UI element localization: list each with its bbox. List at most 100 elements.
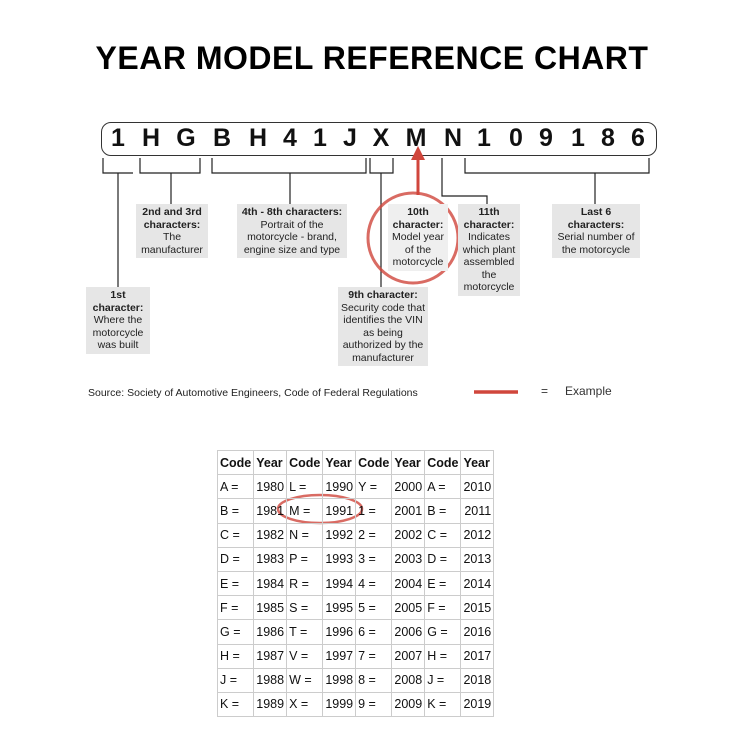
label-tenth: 10th character: Model year of the motorcy… [388, 204, 448, 271]
column-header: Year [253, 449, 288, 476]
table-row: J = 1988 W = 1998 8 = 2008 J = 2018 [216, 667, 495, 693]
vin-char: H [248, 124, 268, 152]
year-cell: 1983 [253, 546, 288, 572]
code-cell: E = [216, 570, 255, 597]
vin-char: 1 [477, 124, 491, 152]
year-cell: 1995 [322, 595, 357, 621]
code-cell: 6 = [355, 619, 393, 645]
code-cell: A = [424, 474, 462, 500]
column-header: Code [216, 449, 255, 476]
year-cell: 1988 [253, 667, 288, 693]
vin-char: H [141, 124, 161, 152]
vin-char: X [372, 124, 390, 152]
code-cell: J = [424, 667, 462, 693]
year-cell: 2019 [460, 691, 495, 718]
label-eleventh: 11th character: Indicates which plant ass… [458, 204, 520, 296]
code-cell: A = [216, 474, 255, 500]
code-cell: B = [424, 498, 462, 524]
year-cell: 2016 [460, 619, 495, 645]
arrow-head [411, 146, 425, 160]
year-cell: 1981 [253, 498, 288, 524]
code-cell: P = [286, 546, 324, 572]
code-cell: D = [216, 546, 255, 572]
year-cell: 1997 [322, 643, 357, 669]
bracket-eleventh [441, 158, 488, 205]
label-ninth: 9th character: Security code that identif… [338, 287, 428, 366]
code-cell: B = [216, 498, 255, 524]
source-note: Source: Society of Automotive Engineers,… [88, 387, 418, 399]
code-cell: L = [286, 474, 324, 500]
year-cell: 2018 [460, 667, 495, 693]
year-cell: 2010 [460, 474, 495, 500]
table-row: H = 1987 V = 1997 7 = 2007 H = 2017 [216, 643, 495, 669]
table-row: D = 1983 P = 1993 3 = 2003 D = 2013 [216, 546, 495, 572]
year-cell: 1996 [322, 619, 357, 645]
code-cell: K = [216, 691, 255, 718]
label-second-third: 2nd and 3rd characters: The manufacturer [136, 204, 208, 258]
code-cell: V = [286, 643, 324, 669]
year-cell: 1999 [322, 691, 357, 718]
year-cell: 1991 [322, 498, 357, 524]
code-cell: 7 = [355, 643, 393, 669]
code-cell: S = [286, 595, 324, 621]
year-cell: 2011 [460, 498, 495, 524]
code-cell: N = [286, 522, 324, 548]
code-cell: 3 = [355, 546, 393, 572]
year-cell: 2012 [460, 522, 495, 548]
code-cell: 4 = [355, 570, 393, 597]
vin-char: 4 [283, 124, 297, 152]
column-header: Code [424, 449, 462, 476]
year-cell: 2001 [391, 498, 426, 524]
table-header-row: Code Year Code Year Code Year Code Year [216, 449, 495, 476]
year-cell: 2004 [391, 570, 426, 597]
legend-equals: = [541, 384, 549, 398]
vin-char: 1 [111, 124, 125, 152]
year-cell: 1982 [253, 522, 288, 548]
table-row: K = 1989 X = 1999 9 = 2009 K = 2019 [216, 691, 495, 718]
year-cell: 1994 [322, 570, 357, 597]
year-cell: 1993 [322, 546, 357, 572]
column-header: Code [355, 449, 393, 476]
label-fourth-eighth: 4th - 8th characters: Portrait of the mot… [237, 204, 347, 258]
code-cell: T = [286, 619, 324, 645]
year-cell: 2006 [391, 619, 426, 645]
bracket-first [102, 158, 133, 287]
year-cell: 1986 [253, 619, 288, 645]
code-cell: 1 = [355, 498, 393, 524]
code-cell: 9 = [355, 691, 393, 718]
label-first: 1st character: Where the motorcycle was b… [86, 287, 150, 354]
vin-char: 1 [313, 124, 327, 152]
year-cell: 2002 [391, 522, 426, 548]
code-cell: Y = [355, 474, 393, 500]
column-header: Year [460, 449, 495, 476]
vin-char: 9 [539, 124, 553, 152]
code-cell: W = [286, 667, 324, 693]
code-cell: G = [216, 619, 255, 645]
code-cell: F = [216, 595, 255, 621]
year-cell: 2005 [391, 595, 426, 621]
code-cell: X = [286, 691, 324, 718]
year-cell: 2008 [391, 667, 426, 693]
code-cell: J = [216, 667, 255, 693]
column-header: Year [322, 449, 357, 476]
year-cell: 2014 [460, 570, 495, 597]
year-cell: 1990 [322, 474, 357, 500]
table-row: B = 1981 M = 1991 1 = 2001 B = 2011 [216, 498, 495, 524]
table-row: F = 1985 S = 1995 5 = 2005 F = 2015 [216, 595, 495, 621]
code-cell: K = [424, 691, 462, 718]
table-row: E = 1984 R = 1994 4 = 2004 E = 2014 [216, 570, 495, 597]
vin-char: 0 [509, 124, 523, 152]
year-code-table: Code Year Code Year Code Year Code Year A = 1980… [216, 449, 495, 718]
chart-title: YEAR MODEL REFERENCE CHART [95, 40, 649, 76]
label-last6: Last 6 characters: Serial number of the m… [552, 204, 640, 258]
year-cell: 1998 [322, 667, 357, 693]
vin-char: B [212, 124, 232, 152]
column-header: Year [391, 449, 426, 476]
table-row: G = 1986 T = 1996 6 = 2006 G = 2016 [216, 619, 495, 645]
code-cell: 2 = [355, 522, 393, 548]
vin-char: 8 [601, 124, 615, 152]
code-cell: C = [424, 522, 462, 548]
year-cell: 2009 [391, 691, 426, 718]
code-cell: H = [216, 643, 255, 669]
